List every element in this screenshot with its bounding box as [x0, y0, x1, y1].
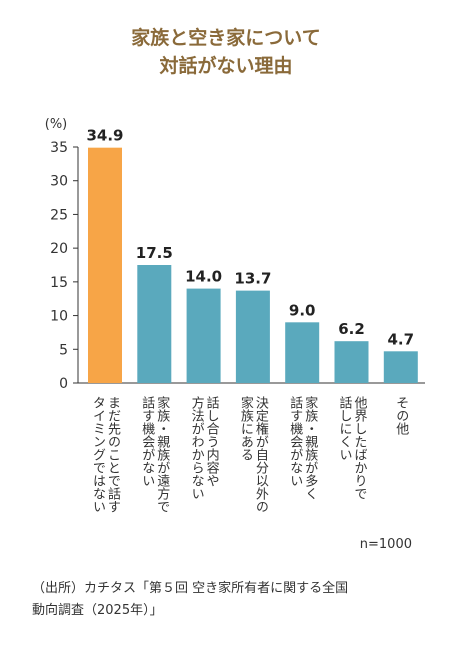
category-label: 話し合う内容や 方法がわからない	[188, 396, 219, 500]
bar	[235, 290, 270, 383]
bar	[383, 351, 418, 383]
y-tick-label: 0	[59, 376, 68, 392]
bar	[186, 288, 221, 383]
bar-value-label: 14.0	[185, 268, 222, 286]
bar	[334, 341, 369, 383]
source-line-1: （出所）カチタス「第５回 空き家所有者に関する全国	[32, 581, 349, 596]
bar-value-label: 34.9	[86, 127, 123, 145]
y-tick-label: 5	[59, 342, 68, 358]
bar	[137, 265, 172, 383]
y-axis-unit-label: (%)	[45, 117, 68, 132]
source-note: （出所）カチタス「第５回 空き家所有者に関する全国 動向調査（2025年）」	[32, 578, 348, 622]
y-tick-label: 10	[50, 309, 68, 325]
chart-title-line-2: 対話がない理由	[159, 55, 293, 77]
y-axis: 0 5 10 15 20 25 30 35	[50, 140, 425, 392]
bars	[88, 147, 418, 383]
chart-title-line-1: 家族と空き家について	[131, 27, 321, 49]
bar-value-label: 17.5	[136, 244, 173, 262]
chart-title: 家族と空き家について 対話がない理由	[0, 24, 452, 80]
bar-value-label: 13.7	[234, 270, 271, 288]
y-tick-label: 35	[50, 140, 68, 156]
category-label: 決定権が自分以外の 家族にある	[237, 396, 268, 513]
bar-value-label: 6.2	[338, 320, 365, 338]
y-tick-label: 25	[50, 207, 68, 223]
bar	[88, 147, 122, 383]
category-label: 他界したばかりで 話しにくい	[336, 396, 367, 500]
y-tick-label: 15	[50, 275, 68, 291]
category-label: まだ先のことで話す タイミングではない	[90, 396, 120, 513]
bar-value-label: 4.7	[388, 330, 415, 348]
category-label: その他	[393, 396, 409, 435]
y-tick-label: 20	[50, 241, 68, 257]
source-line-2: 動向調査（2025年）」	[32, 603, 163, 618]
bar-value-label: 9.0	[289, 301, 316, 319]
value-labels: 34.9 17.5 14.0 13.7 9.0 6.2 4.7	[86, 127, 414, 349]
category-label: 家族・親族が遠方で 話す機会がない	[139, 396, 170, 513]
bar	[285, 322, 320, 383]
y-tick-label: 30	[50, 174, 68, 190]
sample-size-note: n=1000	[359, 537, 412, 552]
category-label: 家族・親族が多く 話す機会がない	[287, 396, 318, 500]
